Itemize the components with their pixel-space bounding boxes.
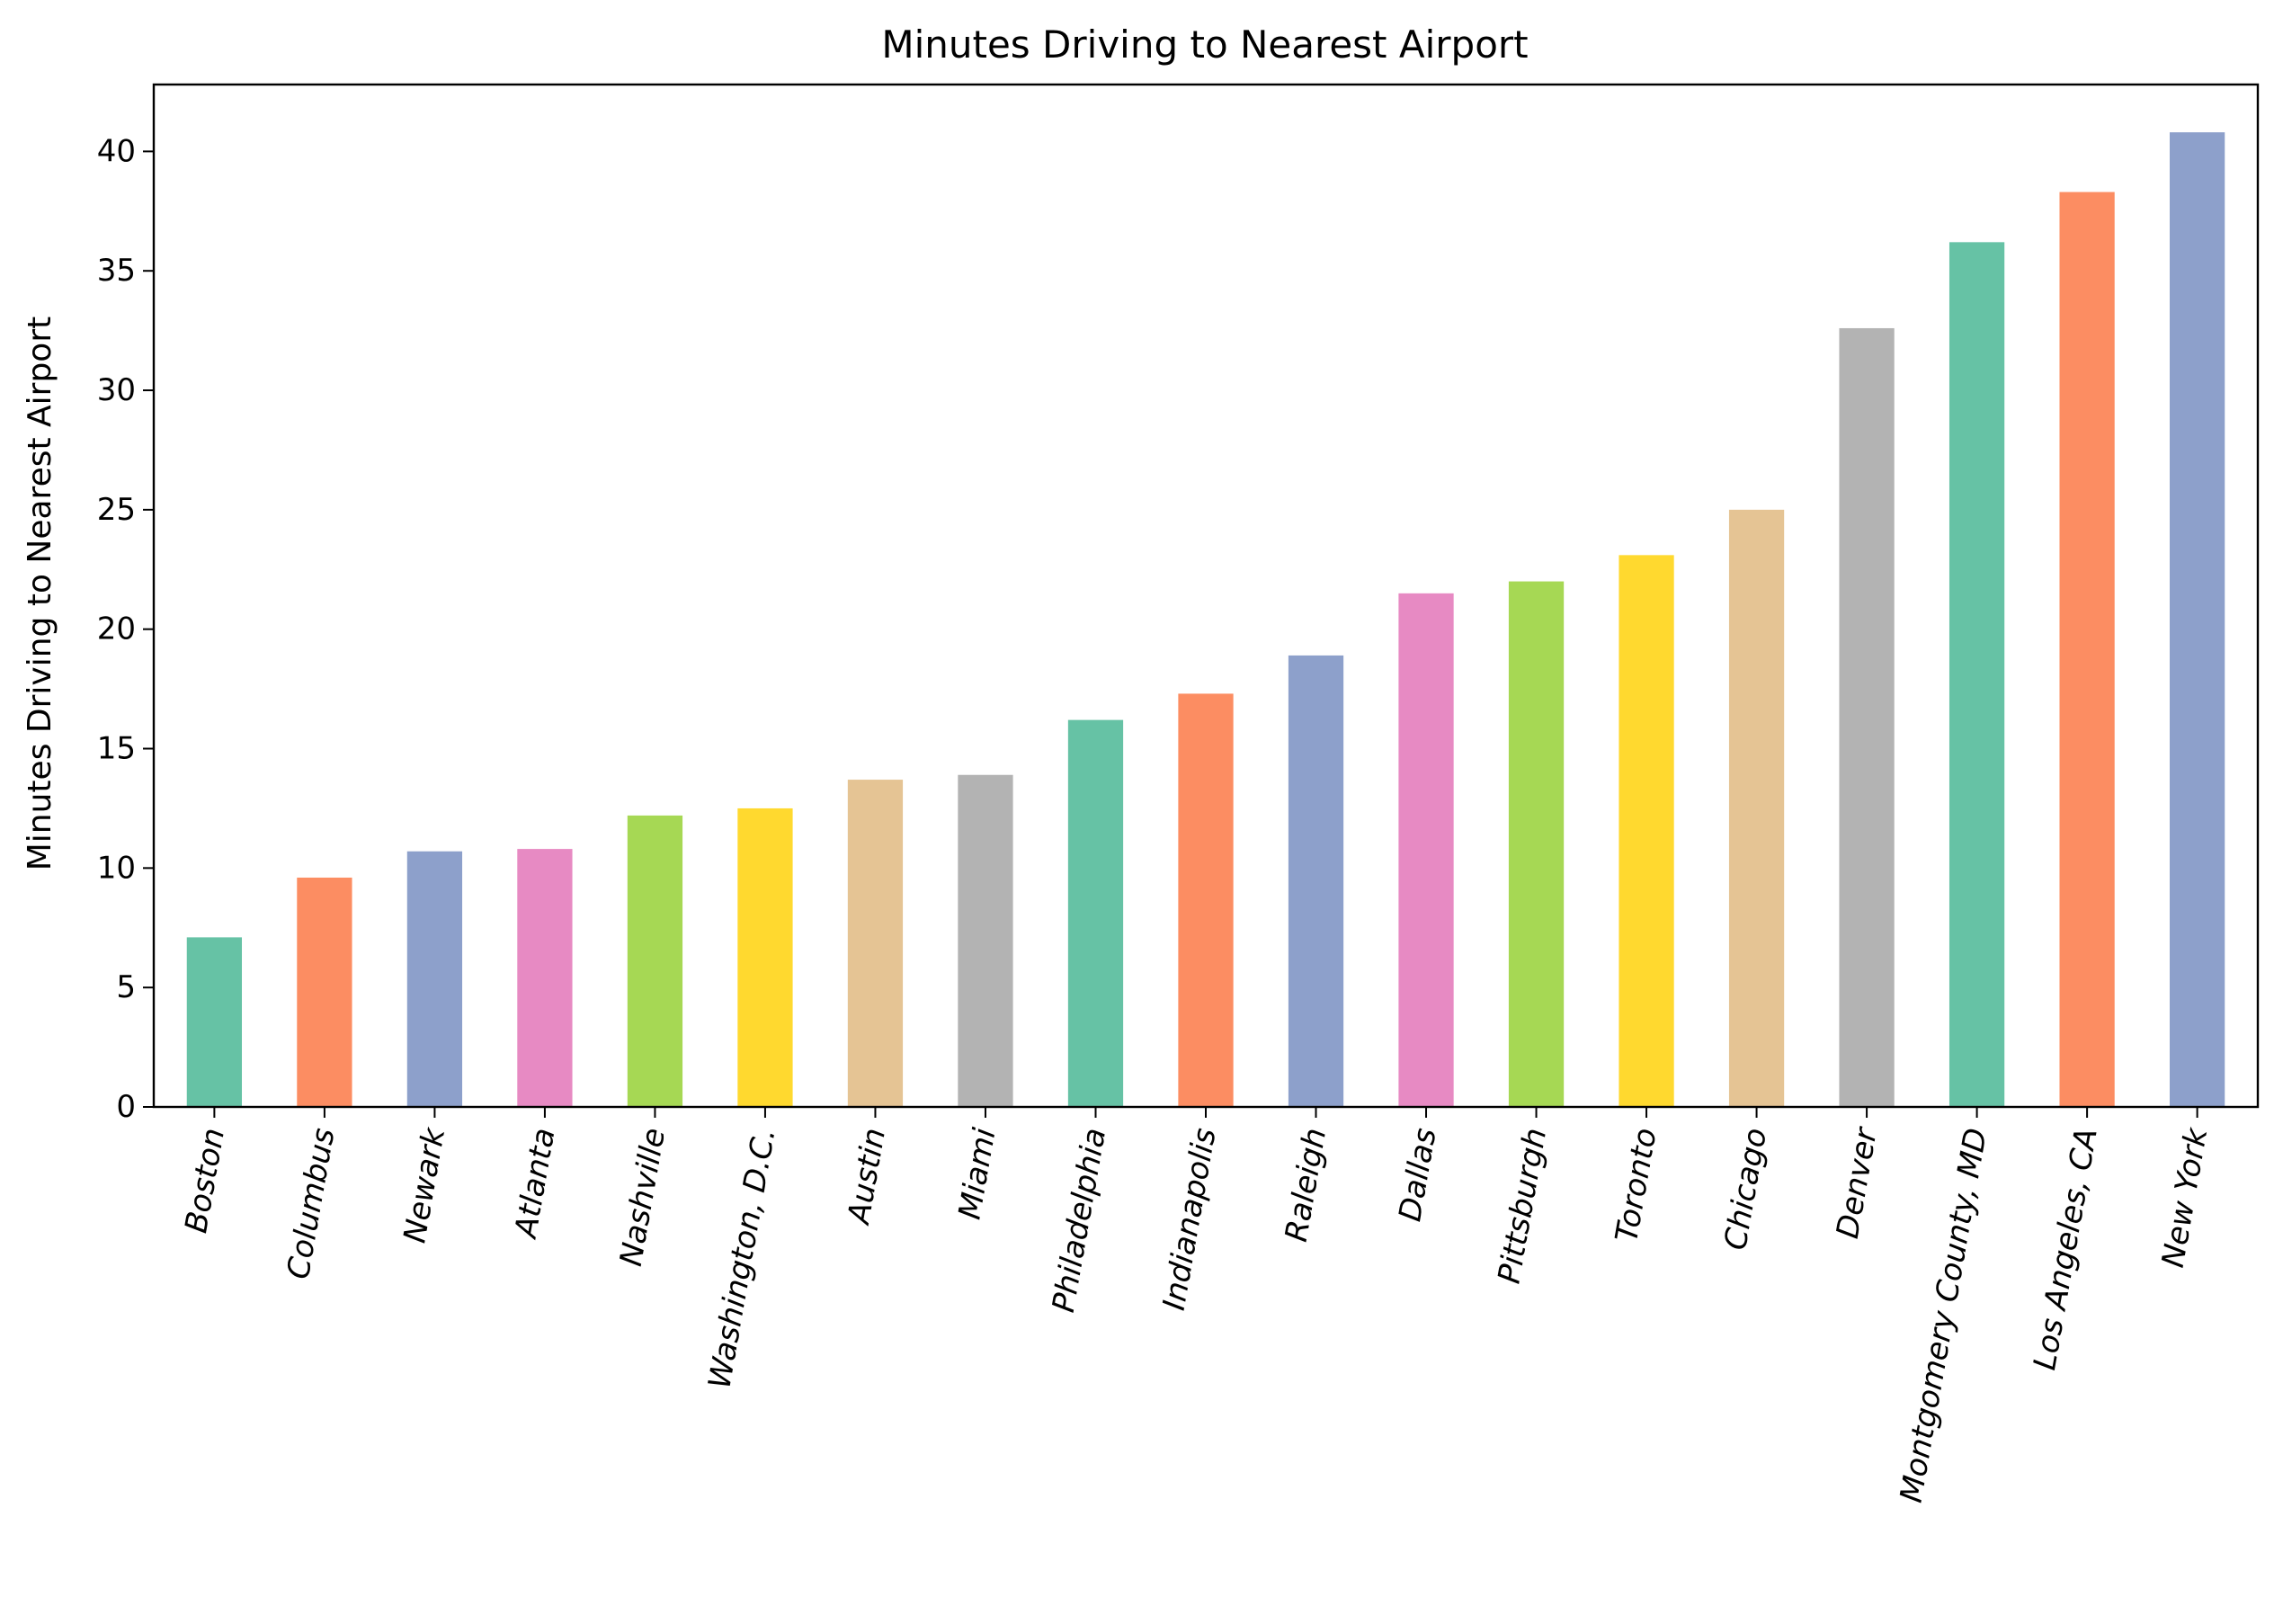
x-tick-label: Indianapolis <box>1156 1126 1224 1314</box>
x-tick-label: Raleigh <box>1279 1126 1334 1245</box>
y-tick-label: 20 <box>97 611 136 647</box>
bar-0 <box>186 937 243 1107</box>
bar-15 <box>1839 327 1895 1107</box>
x-tick-label: Dallas <box>1392 1126 1444 1225</box>
bar-7 <box>958 774 1013 1107</box>
bar-2 <box>406 851 463 1107</box>
x-tick-label: Philadelphia <box>1046 1126 1113 1316</box>
x-axis-ticks: Boston Columbus Newark Atlanta Nashville Wash… <box>178 1107 2216 1505</box>
bar-1 <box>297 877 352 1107</box>
y-tick-label: 30 <box>97 372 136 408</box>
bar-8 <box>1067 719 1124 1107</box>
bars <box>186 132 2225 1108</box>
x-tick-label: Boston <box>178 1126 232 1236</box>
x-tick-label: New York <box>2155 1124 2216 1270</box>
x-tick-label: Pittsburgh <box>1492 1126 1555 1287</box>
x-tick-label: Montgomery County, MD <box>1894 1126 1995 1505</box>
y-tick-label: 25 <box>97 492 136 528</box>
x-tick-label: Miami <box>952 1125 1003 1222</box>
x-tick-label: Nashville <box>613 1126 673 1270</box>
y-tick-label: 5 <box>116 969 136 1005</box>
bar-11 <box>1398 593 1454 1107</box>
bar-3 <box>517 849 573 1107</box>
bar-16 <box>1949 242 2005 1107</box>
bar-9 <box>1178 693 1234 1107</box>
bar-12 <box>1508 581 1565 1107</box>
y-axis-title: Minutes Driving to Nearest Airport <box>22 317 58 871</box>
y-tick-label: 0 <box>116 1089 136 1125</box>
x-tick-label: Toronto <box>1609 1126 1664 1245</box>
y-tick-label: 35 <box>97 253 136 289</box>
x-tick-label: Denver <box>1830 1124 1885 1242</box>
chart-title: Minutes Driving to Nearest Airport <box>881 22 1528 67</box>
bar-6 <box>847 780 904 1107</box>
plot-frame <box>152 83 2260 1109</box>
x-tick-label: Los Angeles, CA <box>2027 1126 2105 1373</box>
x-tick-label: Columbus <box>281 1126 343 1282</box>
x-tick-label: Washington, D.C. <box>701 1126 782 1392</box>
bar-10 <box>1288 655 1344 1107</box>
bar-4 <box>627 815 683 1107</box>
y-tick-label: 40 <box>97 133 136 169</box>
x-tick-label: Newark <box>397 1124 452 1245</box>
x-tick-label: Chicago <box>1717 1126 1774 1254</box>
x-tick-label: Atlanta <box>508 1126 563 1243</box>
bar-14 <box>1728 509 1785 1107</box>
y-tick-label: 15 <box>97 731 136 767</box>
bar-17 <box>2059 192 2115 1108</box>
y-axis-ticks: 0 5 10 15 20 25 30 35 40 <box>97 133 154 1125</box>
y-tick-label: 10 <box>97 850 136 886</box>
bar-13 <box>1619 555 1674 1107</box>
bar-18 <box>2169 132 2225 1107</box>
x-tick-label: Austin <box>841 1126 893 1228</box>
bar-5 <box>737 808 793 1107</box>
